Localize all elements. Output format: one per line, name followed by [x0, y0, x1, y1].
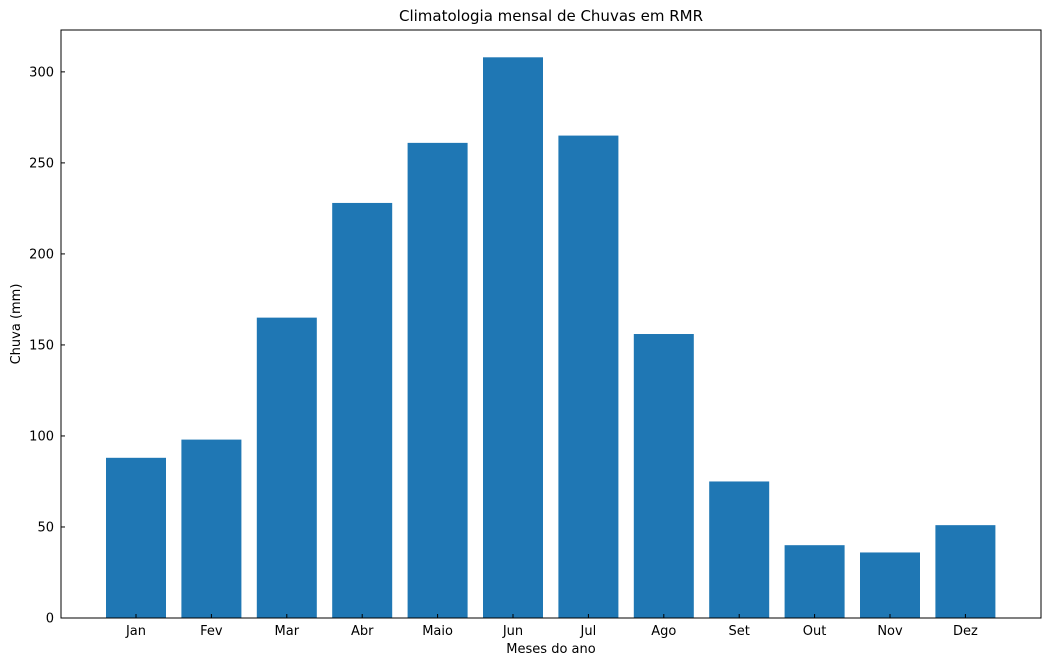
y-tick-label: 0 — [46, 612, 54, 627]
bar-abr — [332, 202, 393, 619]
y-tick-label: 200 — [29, 247, 54, 262]
x-tick-label: Mar — [275, 624, 300, 639]
y-tick-label: 250 — [29, 156, 54, 171]
x-tick-label: Dez — [953, 624, 978, 639]
bar-mar — [256, 317, 317, 618]
y-tick-label: 300 — [29, 65, 54, 80]
x-tick-label: Jun — [502, 624, 523, 639]
x-axis: Jan Fev Mar Abr Maio Jun Jul Ago Set Out Nov Dez — [125, 614, 978, 639]
bar-maio — [407, 142, 468, 618]
bar-dez — [935, 525, 996, 618]
x-tick-label: Maio — [422, 624, 453, 639]
bar-jan — [106, 457, 166, 618]
x-tick-label: Set — [729, 624, 750, 639]
bar-jun — [483, 57, 543, 618]
x-tick-label: Jan — [125, 624, 146, 639]
x-tick-label: Abr — [351, 624, 374, 639]
x-tick-label: Fev — [200, 624, 223, 639]
bar-nov — [860, 552, 920, 618]
y-axis-label: Chuva (mm) — [9, 284, 24, 365]
x-tick-label: Ago — [651, 624, 676, 639]
bar-jul — [558, 135, 619, 618]
bar-set — [709, 481, 770, 618]
chart-title: Climatologia mensal de Chuvas em RMR — [399, 7, 703, 25]
y-tick-label: 150 — [29, 338, 54, 353]
x-tick-label: Out — [803, 624, 827, 639]
y-axis: 0 50 100 150 200 250 300 — [29, 65, 65, 627]
x-tick-label: Nov — [877, 624, 903, 639]
bar-fev — [181, 439, 242, 618]
y-tick-label: 100 — [29, 429, 54, 444]
x-tick-label: Jul — [580, 624, 597, 639]
bars-group — [106, 57, 996, 619]
bar-out — [784, 545, 845, 618]
y-tick-label: 50 — [37, 520, 54, 535]
bar-ago — [633, 334, 694, 618]
plot-frame — [60, 29, 1042, 619]
x-axis-label: Meses do ano — [506, 642, 595, 657]
